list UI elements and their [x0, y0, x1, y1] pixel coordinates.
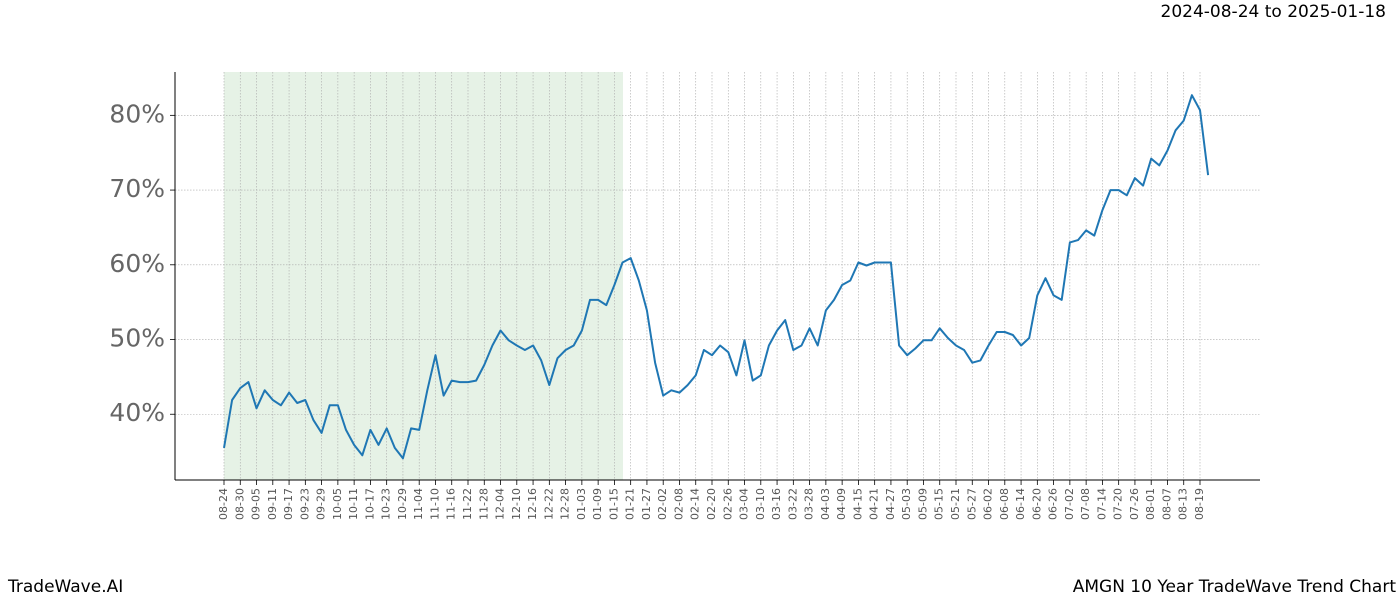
x-tick-label: 11-28	[477, 488, 490, 520]
x-tick-label: 08-13	[1177, 488, 1190, 520]
x-tick-label: 03-22	[786, 488, 799, 520]
x-tick-label: 07-20	[1112, 488, 1125, 520]
x-tick-label: 12-28	[559, 488, 572, 520]
x-tick-label: 08-07	[1160, 488, 1173, 520]
x-tick-label: 08-19	[1193, 488, 1206, 520]
x-tick-label: 04-15	[851, 488, 864, 520]
x-tick-label: 04-03	[819, 488, 832, 520]
x-tick-label: 09-29	[315, 488, 328, 520]
x-tick-label: 08-30	[233, 488, 246, 520]
x-tick-label: 08-24	[217, 488, 230, 520]
x-tick-label: 12-04	[494, 488, 507, 520]
x-tick-label: 07-26	[1128, 488, 1141, 520]
x-tick-label: 10-11	[347, 488, 360, 520]
x-tick-label: 06-02	[982, 488, 995, 520]
footer-right: AMGN 10 Year TradeWave Trend Chart	[1073, 577, 1397, 597]
x-tick-label: 11-10	[428, 488, 441, 520]
x-tick-label: 06-26	[1047, 488, 1060, 520]
x-tick-label: 03-10	[754, 488, 767, 520]
x-tick-label: 04-27	[884, 488, 897, 520]
highlight-span	[224, 72, 623, 480]
x-tick-label: 01-15	[607, 488, 620, 520]
x-tick-label: 01-09	[591, 488, 604, 520]
x-tick-label: 12-10	[510, 488, 523, 520]
x-tick-label: 03-28	[803, 488, 816, 520]
x-tick-label: 05-27	[965, 488, 978, 520]
x-tick-label: 06-14	[1014, 488, 1027, 520]
x-tick-label: 05-09	[916, 488, 929, 520]
x-tick-label: 11-16	[445, 488, 458, 520]
x-tick-label: 06-08	[998, 488, 1011, 520]
x-tick-label: 10-23	[380, 488, 393, 520]
y-tick-label: 70%	[109, 174, 165, 203]
x-tick-label: 12-22	[542, 488, 555, 520]
x-tick-label: 09-17	[282, 488, 295, 520]
x-tick-label: 02-14	[689, 488, 702, 520]
x-tick-label: 09-05	[250, 488, 263, 520]
x-tick-label: 02-20	[705, 488, 718, 520]
x-tick-label: 05-21	[949, 488, 962, 520]
trend-line	[223, 94, 1210, 460]
x-tick-label: 11-04	[412, 488, 425, 520]
x-tick-label: 06-20	[1030, 488, 1043, 520]
footer-left: TradeWave.AI	[7, 577, 123, 597]
x-tick-label: 01-21	[624, 488, 637, 520]
y-tick-label: 60%	[109, 249, 165, 278]
x-tick-label: 02-02	[656, 488, 669, 520]
x-tick-label: 04-21	[868, 488, 881, 520]
y-tick-label: 40%	[109, 398, 165, 427]
x-tick-label: 10-05	[331, 488, 344, 520]
y-tick-label: 50%	[109, 324, 165, 353]
x-tick-label: 10-17	[363, 488, 376, 520]
x-tick-label: 01-27	[640, 488, 653, 520]
x-tick-label: 01-03	[575, 488, 588, 520]
x-tick-label: 03-04	[738, 488, 751, 520]
x-tick-label: 05-03	[900, 488, 913, 520]
x-tick-label: 07-02	[1063, 488, 1076, 520]
x-tick-label: 09-23	[298, 488, 311, 520]
x-tick-label: 02-26	[721, 488, 734, 520]
x-tick-label: 05-15	[933, 488, 946, 520]
x-tick-label: 12-16	[526, 488, 539, 520]
y-tick-label: 80%	[109, 99, 165, 128]
x-tick-label: 09-11	[266, 488, 279, 520]
x-tick-label: 03-16	[770, 488, 783, 520]
x-tick-label: 07-14	[1095, 488, 1108, 520]
chart-title: 2024-08-24 to 2025-01-18	[1161, 2, 1386, 22]
x-tick-label: 02-08	[672, 488, 685, 520]
x-tick-label: 11-22	[461, 488, 474, 520]
x-tick-label: 04-09	[835, 488, 848, 520]
x-tick-label: 08-01	[1144, 488, 1157, 520]
x-tick-label: 07-08	[1079, 488, 1092, 520]
x-tick-label: 10-29	[396, 488, 409, 520]
